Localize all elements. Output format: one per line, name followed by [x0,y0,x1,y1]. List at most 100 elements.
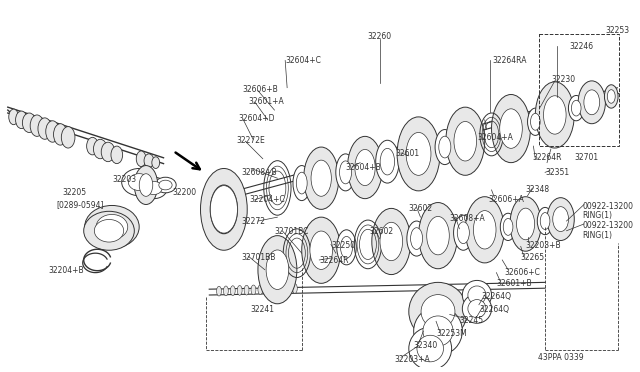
Ellipse shape [547,198,574,241]
Text: 32351: 32351 [545,169,569,177]
Ellipse shape [144,154,154,167]
Ellipse shape [355,150,375,186]
Ellipse shape [421,295,455,328]
Ellipse shape [423,316,453,346]
Text: [0289-0594]: [0289-0594] [56,200,104,209]
Ellipse shape [439,136,451,158]
Ellipse shape [22,113,36,132]
Ellipse shape [348,137,383,199]
Ellipse shape [292,283,297,293]
Ellipse shape [607,90,615,103]
Ellipse shape [510,197,541,251]
Ellipse shape [230,286,236,295]
Ellipse shape [462,280,492,310]
Text: 32608+B: 32608+B [241,169,277,177]
Text: 32205: 32205 [62,188,86,197]
Ellipse shape [540,212,550,230]
Ellipse shape [278,284,284,294]
Ellipse shape [216,286,221,296]
Ellipse shape [380,148,395,175]
Ellipse shape [301,217,340,283]
Ellipse shape [140,174,153,196]
Ellipse shape [462,294,492,323]
Ellipse shape [266,250,289,289]
Ellipse shape [578,81,605,124]
Ellipse shape [413,307,462,355]
Text: 32606+A: 32606+A [488,195,525,204]
Text: 32701BC: 32701BC [275,227,309,236]
Text: 32606+B: 32606+B [243,85,278,94]
Text: 32264R: 32264R [532,153,562,162]
Text: 32203+B: 32203+B [525,241,561,250]
Ellipse shape [409,327,452,370]
Text: 32604+B: 32604+B [346,163,381,171]
Ellipse shape [86,137,99,155]
Text: 32601+A: 32601+A [248,97,284,106]
Ellipse shape [339,161,351,184]
Ellipse shape [568,96,584,121]
Text: 32602: 32602 [370,227,394,236]
Text: 43PPA 0339: 43PPA 0339 [538,353,584,362]
Ellipse shape [465,197,504,263]
Ellipse shape [454,215,473,250]
Ellipse shape [457,222,469,244]
Ellipse shape [516,208,534,240]
Text: 32203+A: 32203+A [394,355,430,364]
Ellipse shape [96,215,128,239]
Ellipse shape [84,211,134,250]
Text: 32204+C: 32204+C [249,195,285,204]
Ellipse shape [251,285,256,295]
Ellipse shape [93,139,107,159]
Ellipse shape [406,132,431,175]
Ellipse shape [9,109,19,125]
Text: 32203: 32203 [112,175,136,184]
Ellipse shape [122,169,157,196]
Ellipse shape [237,286,242,295]
Ellipse shape [136,151,146,167]
Ellipse shape [446,107,484,175]
Text: 32260: 32260 [367,32,392,41]
Ellipse shape [427,217,449,255]
Text: 32200: 32200 [173,188,197,197]
Text: 32264R: 32264R [319,256,349,265]
Text: 00922-13200: 00922-13200 [582,202,633,211]
Ellipse shape [38,118,52,139]
Text: 32246: 32246 [570,42,593,51]
Text: 32701BB: 32701BB [241,253,276,262]
Ellipse shape [604,85,618,108]
Text: 32604+C: 32604+C [285,55,321,65]
Text: 32606+C: 32606+C [504,268,540,277]
Ellipse shape [159,180,172,190]
Ellipse shape [435,129,454,164]
Ellipse shape [304,147,339,209]
Ellipse shape [340,237,353,258]
Ellipse shape [311,160,332,196]
Ellipse shape [258,235,297,304]
Ellipse shape [572,100,581,116]
Ellipse shape [285,284,291,294]
Ellipse shape [296,172,307,194]
Ellipse shape [265,285,269,294]
Text: 32264RA: 32264RA [493,55,527,65]
Ellipse shape [30,115,44,137]
Ellipse shape [397,117,440,191]
Ellipse shape [134,166,157,205]
Ellipse shape [407,221,426,256]
Ellipse shape [553,207,568,231]
Text: 32241: 32241 [251,305,275,314]
Text: 32701: 32701 [574,153,598,162]
Ellipse shape [454,122,477,161]
Ellipse shape [492,94,531,163]
Text: 32272E: 32272E [237,137,265,145]
Ellipse shape [152,157,159,169]
Ellipse shape [15,111,28,129]
Ellipse shape [531,113,540,130]
Text: 32608+A: 32608+A [450,214,485,223]
Ellipse shape [503,218,513,235]
Ellipse shape [584,90,600,115]
Ellipse shape [535,82,574,148]
Ellipse shape [336,154,355,191]
Ellipse shape [310,231,333,269]
Text: 32264Q: 32264Q [482,292,512,301]
Ellipse shape [474,211,496,249]
